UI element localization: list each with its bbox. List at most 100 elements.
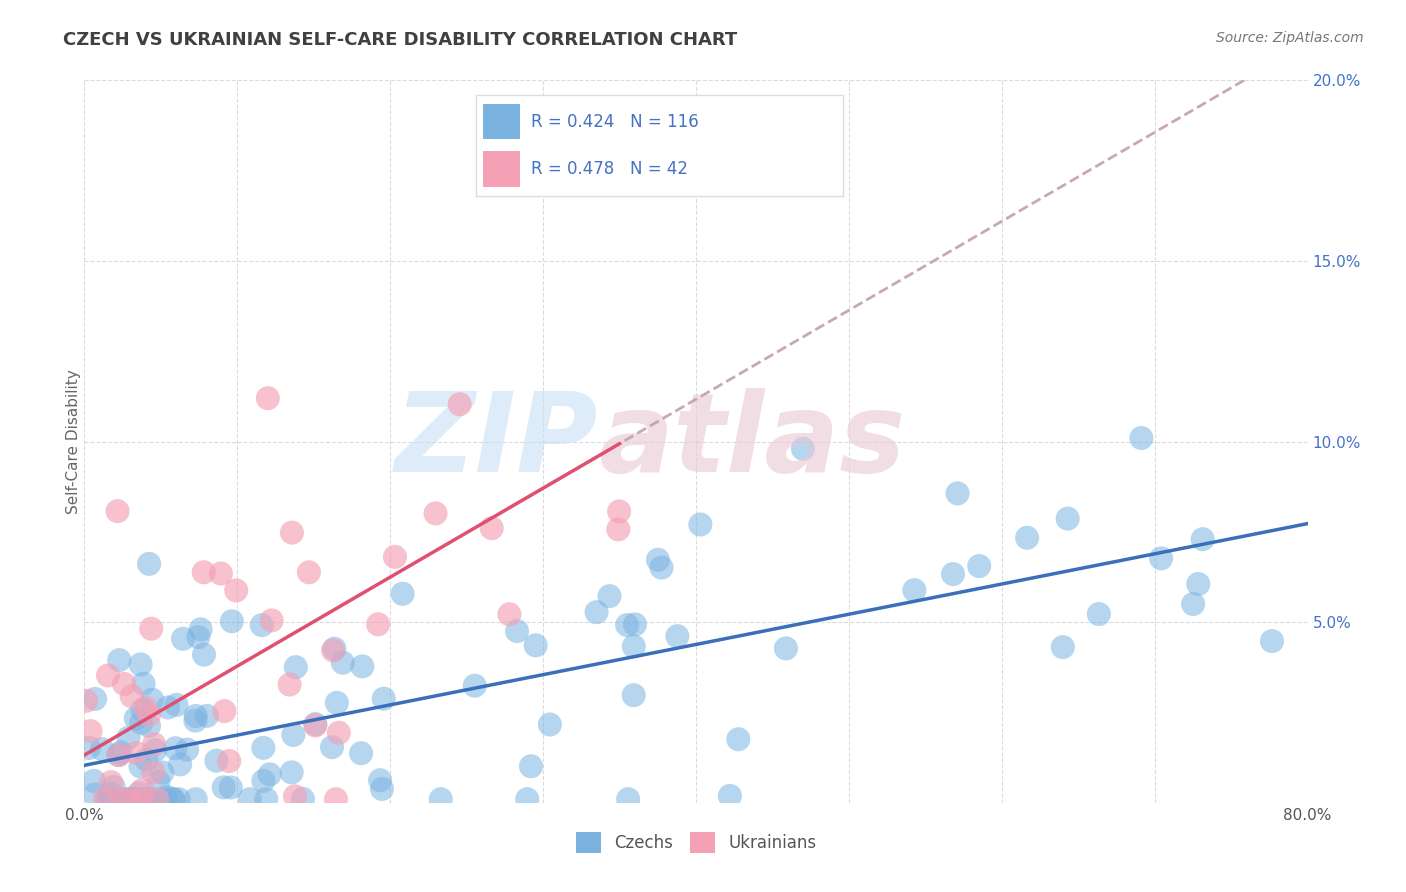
Point bbox=[1187, 577, 1209, 591]
Point bbox=[328, 725, 350, 739]
Point bbox=[1191, 533, 1213, 547]
Point bbox=[257, 391, 280, 405]
Point bbox=[283, 728, 305, 742]
Point bbox=[291, 792, 314, 806]
Point bbox=[141, 622, 163, 636]
Point bbox=[131, 783, 153, 797]
Point bbox=[97, 792, 120, 806]
Point bbox=[152, 765, 174, 780]
Point bbox=[1056, 511, 1078, 525]
Point bbox=[184, 792, 207, 806]
Point bbox=[103, 780, 125, 794]
Point bbox=[184, 709, 207, 723]
Point bbox=[464, 679, 486, 693]
Point bbox=[148, 775, 170, 789]
Point bbox=[219, 780, 242, 795]
Point bbox=[84, 692, 107, 706]
Point bbox=[129, 759, 152, 773]
Point bbox=[131, 792, 153, 806]
Point bbox=[599, 589, 621, 603]
Point bbox=[184, 714, 207, 728]
Point bbox=[281, 525, 304, 540]
Point bbox=[83, 773, 105, 788]
Point bbox=[350, 746, 373, 760]
Point bbox=[127, 792, 149, 806]
Point bbox=[352, 659, 374, 673]
Text: Source: ZipAtlas.com: Source: ZipAtlas.com bbox=[1216, 31, 1364, 45]
Point bbox=[121, 690, 143, 704]
Point bbox=[284, 789, 307, 804]
Text: atlas: atlas bbox=[598, 388, 905, 495]
Point bbox=[141, 692, 163, 706]
Point bbox=[322, 643, 344, 657]
Point bbox=[775, 641, 797, 656]
Point bbox=[617, 792, 640, 806]
Point bbox=[647, 553, 669, 567]
Point bbox=[623, 688, 645, 702]
Point bbox=[252, 740, 274, 755]
Point bbox=[218, 754, 240, 768]
Point bbox=[138, 707, 160, 722]
Point bbox=[903, 583, 925, 598]
Point bbox=[187, 630, 209, 644]
Point bbox=[129, 657, 152, 672]
Point bbox=[332, 656, 354, 670]
Point bbox=[1150, 551, 1173, 566]
Point bbox=[97, 668, 120, 682]
Point bbox=[117, 792, 139, 806]
Point bbox=[169, 757, 191, 772]
Point bbox=[107, 504, 129, 518]
Point bbox=[131, 703, 153, 717]
Point bbox=[110, 792, 132, 806]
Point bbox=[1130, 431, 1153, 445]
Point bbox=[524, 638, 547, 652]
Point bbox=[1052, 640, 1074, 654]
Point bbox=[391, 587, 413, 601]
Point bbox=[139, 792, 162, 806]
Point bbox=[156, 789, 179, 804]
Point bbox=[100, 792, 122, 806]
Point bbox=[135, 701, 157, 715]
Point bbox=[143, 743, 166, 757]
Point bbox=[384, 549, 406, 564]
Point bbox=[166, 698, 188, 712]
Point bbox=[125, 792, 148, 806]
Point bbox=[107, 747, 129, 762]
Point bbox=[718, 789, 741, 803]
Point bbox=[250, 618, 273, 632]
Point bbox=[134, 792, 156, 806]
Point bbox=[128, 786, 150, 800]
Point bbox=[325, 792, 347, 806]
Point bbox=[156, 700, 179, 714]
Point bbox=[94, 792, 117, 806]
Point bbox=[506, 624, 529, 639]
Point bbox=[967, 559, 990, 574]
Point bbox=[205, 754, 228, 768]
Point bbox=[607, 522, 630, 536]
Point bbox=[176, 742, 198, 756]
Point bbox=[650, 560, 672, 574]
Point bbox=[195, 709, 218, 723]
Point bbox=[252, 773, 274, 788]
Point bbox=[125, 711, 148, 725]
Point bbox=[155, 792, 177, 806]
Point bbox=[1017, 531, 1039, 545]
Point bbox=[135, 752, 157, 766]
Point bbox=[623, 640, 645, 654]
Point bbox=[112, 792, 135, 806]
Point bbox=[83, 788, 105, 802]
Point bbox=[193, 648, 215, 662]
Point bbox=[498, 607, 520, 622]
Point bbox=[190, 623, 212, 637]
Point bbox=[77, 741, 100, 756]
Point bbox=[167, 792, 190, 806]
Point bbox=[1088, 607, 1111, 621]
Point bbox=[304, 718, 326, 732]
Point bbox=[221, 614, 243, 628]
Point bbox=[284, 660, 307, 674]
Point bbox=[278, 677, 301, 691]
Point bbox=[108, 653, 131, 667]
Point bbox=[1182, 597, 1205, 611]
Point bbox=[367, 617, 389, 632]
Point bbox=[259, 767, 281, 781]
